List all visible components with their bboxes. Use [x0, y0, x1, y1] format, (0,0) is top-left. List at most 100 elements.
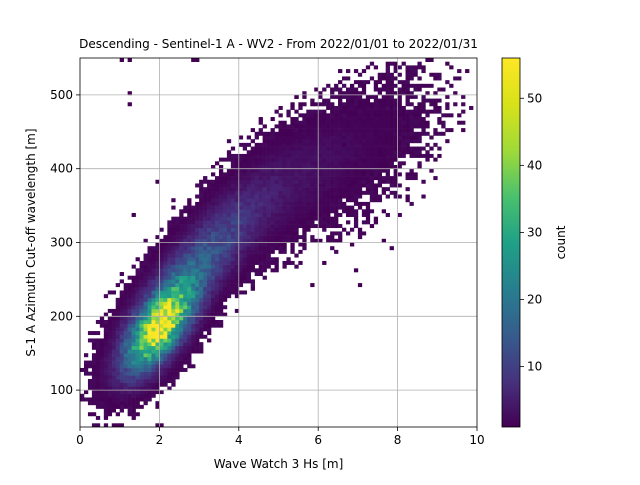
- heatmap-cell: [389, 165, 394, 169]
- heatmap-cell: [290, 157, 295, 162]
- heatmap-cell: [143, 323, 148, 328]
- heatmap-cell: [353, 128, 359, 133]
- heatmap-cell: [147, 371, 152, 376]
- heatmap-cell: [393, 194, 398, 199]
- heatmap-cell: [397, 102, 402, 107]
- heatmap-cell: [159, 283, 164, 288]
- heatmap-cell: [318, 153, 323, 158]
- heatmap-cell: [330, 150, 335, 155]
- heatmap-cell: [187, 316, 192, 321]
- heatmap-cell: [353, 172, 359, 177]
- heatmap-cell: [151, 308, 156, 313]
- heatmap-cell: [226, 220, 232, 225]
- heatmap-cell: [330, 231, 335, 236]
- heatmap-cell: [91, 356, 97, 361]
- heatmap-cell: [330, 94, 335, 99]
- heatmap-cell: [290, 179, 295, 184]
- heatmap-cell: [338, 165, 343, 169]
- heatmap-cell: [230, 172, 236, 177]
- heatmap-cell: [266, 161, 271, 166]
- heatmap-cell: [211, 231, 216, 236]
- heatmap-cell: [131, 408, 136, 413]
- heatmap-cell: [207, 216, 212, 221]
- heatmap-cell: [195, 246, 200, 251]
- heatmap-cell: [171, 216, 176, 221]
- heatmap-cell: [258, 201, 263, 206]
- heatmap-cell: [218, 308, 224, 313]
- heatmap-cell: [183, 356, 188, 361]
- heatmap-cell: [143, 379, 148, 384]
- heatmap-cell: [111, 345, 117, 350]
- heatmap-cell: [314, 87, 319, 92]
- heatmap-cell: [163, 272, 168, 277]
- heatmap-cell: [250, 157, 255, 162]
- heatmap-cell: [226, 139, 232, 144]
- heatmap-cell: [175, 294, 180, 299]
- heatmap-cell: [95, 342, 101, 347]
- heatmap-cell: [409, 120, 414, 125]
- heatmap-cell: [191, 323, 196, 328]
- heatmap-cell: [294, 235, 299, 240]
- heatmap-cell: [222, 305, 228, 310]
- heatmap-cell: [171, 264, 176, 269]
- heatmap-cell: [266, 257, 271, 262]
- heatmap-cell: [385, 91, 390, 96]
- heatmap-cell: [393, 190, 398, 195]
- heatmap-cell: [127, 305, 132, 310]
- heatmap-cell: [262, 249, 267, 254]
- heatmap-cell: [139, 356, 144, 361]
- heatmap-cell: [207, 272, 212, 277]
- heatmap-cell: [357, 283, 363, 288]
- heatmap-cell: [258, 257, 263, 262]
- heatmap-cell: [365, 65, 371, 70]
- heatmap-cell: [349, 157, 355, 162]
- heatmap-cell: [214, 312, 220, 317]
- heatmap-cell: [187, 209, 192, 214]
- heatmap-cell: [278, 139, 283, 144]
- heatmap-cell: [377, 128, 383, 133]
- heatmap-cell: [207, 209, 212, 214]
- heatmap-cell: [218, 294, 224, 299]
- heatmap-cell: [338, 231, 343, 236]
- heatmap-cell: [135, 272, 140, 277]
- heatmap-cell: [151, 353, 156, 358]
- heatmap-cell: [314, 194, 319, 199]
- heatmap-cell: [310, 128, 315, 133]
- heatmap-cell: [218, 286, 224, 291]
- heatmap-cell: [242, 257, 248, 262]
- heatmap-cell: [369, 224, 375, 229]
- heatmap-cell: [151, 360, 156, 365]
- heatmap-cell: [135, 386, 140, 391]
- heatmap-cell: [222, 201, 228, 206]
- heatmap-cell: [155, 316, 160, 321]
- heatmap-cell: [211, 312, 216, 317]
- heatmap-cell: [214, 268, 220, 273]
- heatmap-cell: [155, 253, 160, 258]
- heatmap-cell: [123, 301, 128, 306]
- heatmap-cell: [159, 323, 164, 328]
- heatmap-cell: [294, 231, 299, 236]
- heatmap-cell: [103, 360, 109, 365]
- heatmap-cell: [310, 201, 315, 206]
- heatmap-cell: [135, 375, 140, 380]
- heatmap-cell: [369, 194, 375, 199]
- heatmap-cell: [143, 312, 148, 317]
- heatmap-cell: [218, 268, 224, 273]
- heatmap-cell: [349, 227, 355, 232]
- heatmap-cell: [353, 102, 359, 107]
- heatmap-cell: [119, 360, 124, 365]
- heatmap-cell: [183, 264, 188, 269]
- heatmap-cell: [385, 105, 390, 110]
- heatmap-cell: [294, 146, 299, 151]
- heatmap-cell: [147, 305, 152, 310]
- heatmap-cell: [377, 80, 383, 85]
- heatmap-cell: [230, 253, 236, 258]
- heatmap-cell: [107, 397, 113, 402]
- heatmap-cell: [183, 312, 188, 317]
- heatmap-cell: [131, 297, 136, 302]
- heatmap-cell: [306, 172, 311, 177]
- heatmap-cell: [421, 131, 426, 136]
- heatmap-cell: [226, 290, 232, 295]
- heatmap-cell: [175, 235, 180, 240]
- heatmap-cell: [115, 297, 120, 302]
